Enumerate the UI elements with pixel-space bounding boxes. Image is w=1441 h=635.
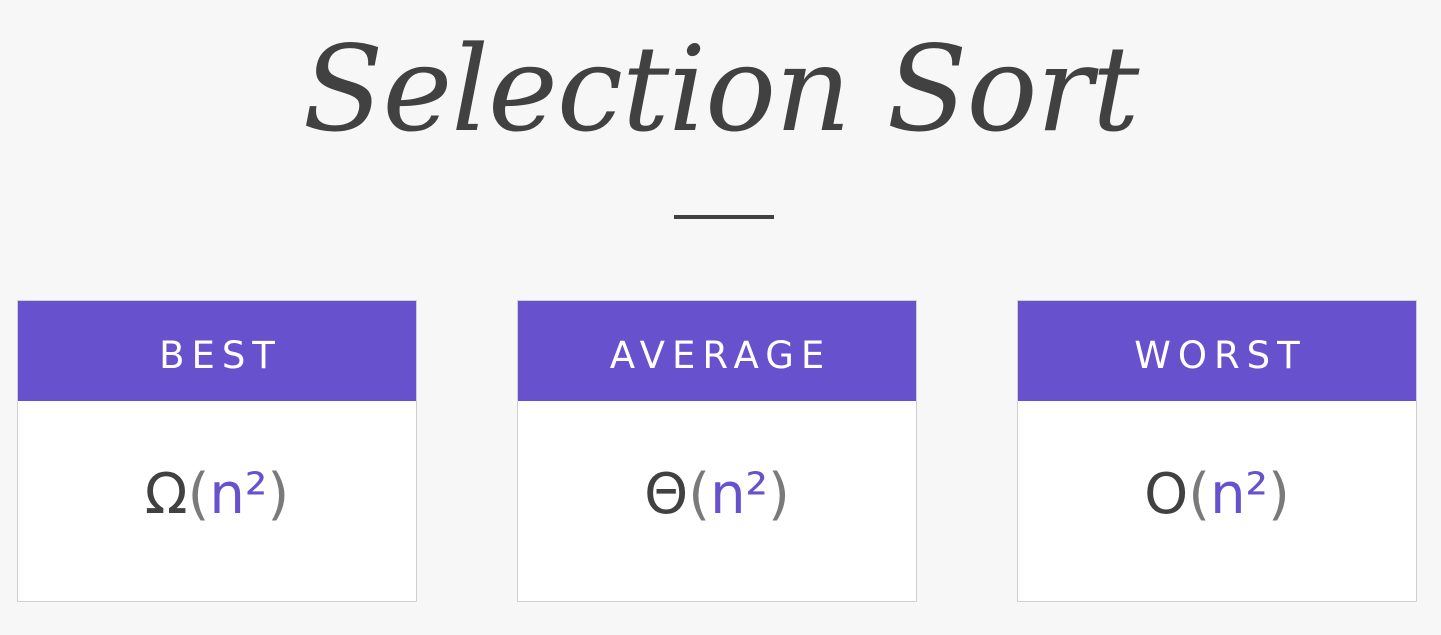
title-divider: [674, 215, 774, 219]
best-case-label: BEST: [18, 301, 416, 401]
average-case-complexity: Θ(n²): [518, 401, 916, 601]
page-title: Selection Sort: [302, 20, 1140, 158]
complexity-term: n²: [1210, 462, 1269, 527]
open-paren: (: [688, 462, 711, 527]
omega-symbol: Ω: [144, 462, 188, 527]
close-paren: ): [768, 462, 790, 527]
worst-case-complexity: O(n²): [1018, 401, 1416, 601]
worst-case-label: WORST: [1018, 301, 1416, 401]
complexity-term: n²: [209, 462, 268, 527]
big-o-symbol: O: [1144, 462, 1189, 527]
average-case-label: AVERAGE: [518, 301, 916, 401]
close-paren: ): [1268, 462, 1290, 527]
open-paren: (: [187, 462, 210, 527]
close-paren: ): [267, 462, 290, 527]
theta-symbol: Θ: [644, 462, 689, 527]
best-case-card: BEST Ω(n²): [17, 300, 417, 602]
open-paren: (: [1188, 462, 1211, 527]
worst-case-card: WORST O(n²): [1017, 300, 1417, 602]
complexity-term: n²: [710, 462, 769, 527]
best-case-complexity: Ω(n²): [18, 401, 416, 601]
average-case-card: AVERAGE Θ(n²): [517, 300, 917, 602]
